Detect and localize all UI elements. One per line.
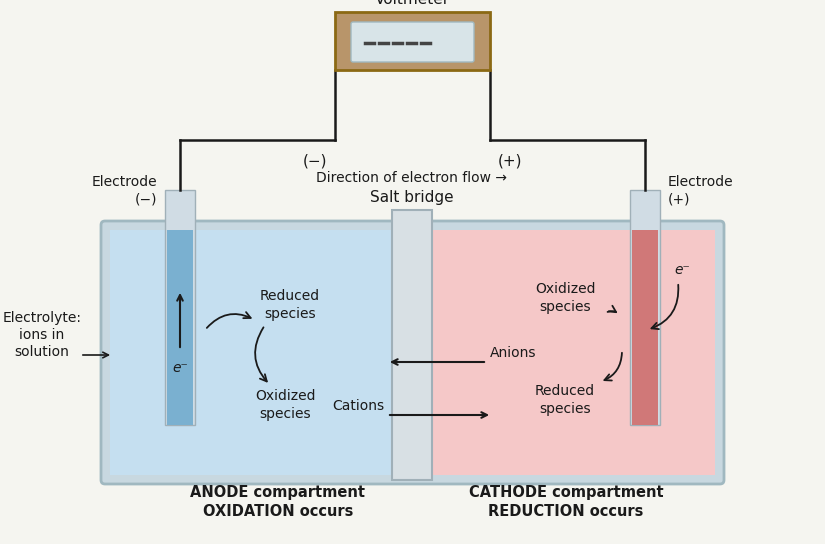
Text: Oxidized
species: Oxidized species: [535, 282, 596, 314]
Text: e⁻: e⁻: [674, 263, 690, 277]
Text: (−): (−): [303, 154, 327, 169]
Text: Direction of electron flow →: Direction of electron flow →: [317, 171, 507, 185]
FancyArrowPatch shape: [605, 353, 622, 380]
Bar: [632, 230, 658, 425]
Bar: [392, 210, 432, 480]
Text: Electrode
(−): Electrode (−): [92, 175, 157, 206]
Text: Voltmeter: Voltmeter: [375, 0, 450, 7]
Text: Anions: Anions: [490, 346, 536, 360]
Text: Oxidized
species: Oxidized species: [255, 390, 315, 421]
FancyArrowPatch shape: [607, 306, 616, 312]
FancyBboxPatch shape: [101, 221, 724, 484]
Text: (+): (+): [498, 154, 522, 169]
Text: Reduced
species: Reduced species: [260, 289, 320, 320]
FancyArrowPatch shape: [652, 285, 678, 329]
Text: Reduced
species: Reduced species: [535, 385, 595, 416]
Text: Salt bridge: Salt bridge: [370, 190, 454, 205]
Text: CATHODE compartment
REDUCTION occurs: CATHODE compartment REDUCTION occurs: [469, 485, 663, 520]
Text: Electrode
(+): Electrode (+): [668, 175, 733, 206]
Bar: [432, 230, 715, 475]
FancyBboxPatch shape: [335, 12, 490, 70]
Text: Cations: Cations: [332, 399, 384, 413]
Text: Electrolyte:
ions in
solution: Electrolyte: ions in solution: [2, 311, 82, 359]
FancyArrowPatch shape: [207, 312, 251, 328]
Bar: [110, 230, 392, 475]
Bar: [630, 190, 660, 425]
Bar: [165, 190, 195, 425]
FancyArrowPatch shape: [255, 327, 266, 381]
Text: ANODE compartment
OXIDATION occurs: ANODE compartment OXIDATION occurs: [191, 485, 365, 520]
Bar: [167, 230, 193, 425]
Text: e⁻: e⁻: [172, 361, 188, 375]
FancyBboxPatch shape: [351, 22, 474, 62]
